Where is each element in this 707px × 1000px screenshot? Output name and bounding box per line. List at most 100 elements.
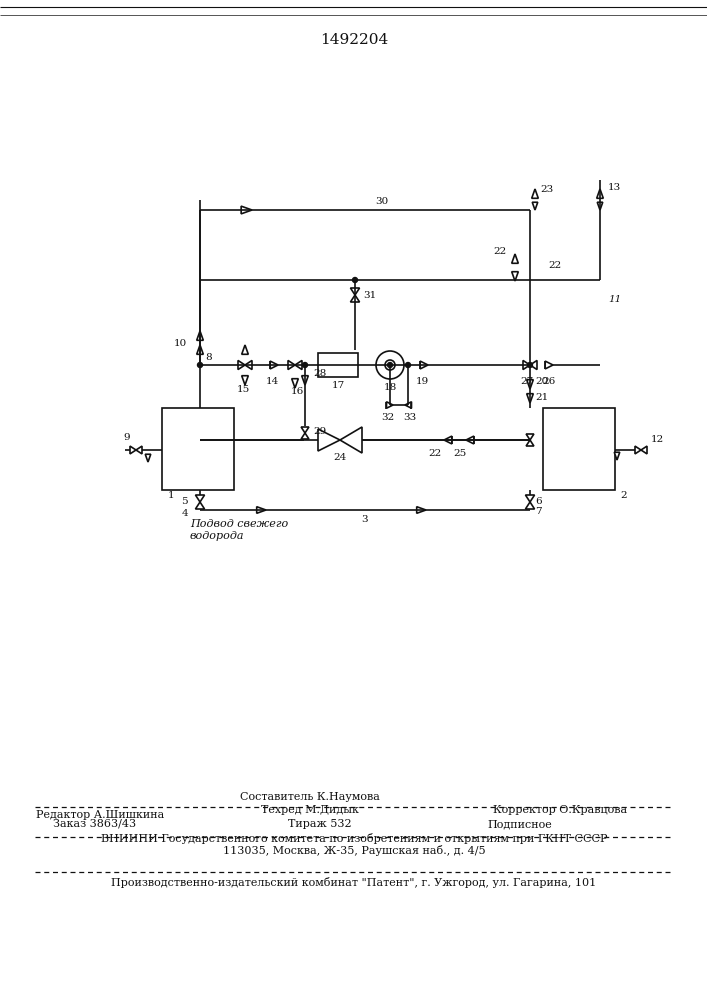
Text: 13: 13 (608, 184, 621, 192)
Polygon shape (257, 507, 266, 513)
Text: 18: 18 (383, 382, 397, 391)
Polygon shape (241, 206, 252, 214)
Polygon shape (351, 295, 360, 302)
Polygon shape (238, 360, 245, 370)
Polygon shape (197, 345, 204, 354)
Polygon shape (635, 446, 641, 454)
Polygon shape (288, 360, 295, 370)
Text: 32: 32 (381, 414, 395, 422)
Polygon shape (597, 202, 603, 210)
Text: водорода: водорода (190, 531, 245, 541)
Text: 20: 20 (535, 376, 548, 385)
Polygon shape (351, 288, 360, 295)
Polygon shape (195, 502, 204, 509)
Polygon shape (136, 446, 142, 454)
Polygon shape (318, 429, 340, 451)
Text: 22: 22 (428, 450, 442, 458)
Text: 16: 16 (291, 387, 303, 396)
Bar (543, 408, 615, 490)
Text: 7: 7 (535, 508, 542, 516)
Polygon shape (145, 454, 151, 462)
Polygon shape (530, 360, 537, 370)
Text: 11: 11 (608, 296, 621, 304)
Text: Техред М.Дидык: Техред М.Дидык (261, 805, 359, 815)
Circle shape (376, 351, 404, 379)
Polygon shape (292, 379, 298, 388)
Circle shape (353, 277, 358, 282)
Text: 15: 15 (236, 384, 250, 393)
Text: 24: 24 (334, 454, 346, 462)
Text: Составитель К.Наумова: Составитель К.Наумова (240, 792, 380, 802)
Text: 10: 10 (174, 338, 187, 348)
Text: 30: 30 (375, 198, 388, 207)
Polygon shape (523, 360, 530, 370)
Circle shape (406, 362, 411, 367)
Text: 9: 9 (124, 434, 130, 442)
Polygon shape (525, 495, 534, 502)
Text: ВНИИПИ Государственного комитета по изобретениям и открытиям при ГКНТ СССР: ВНИИПИ Государственного комитета по изоб… (101, 832, 607, 844)
Polygon shape (512, 254, 518, 263)
Text: 14: 14 (265, 376, 279, 385)
Text: Корректор О.Кравцова: Корректор О.Кравцова (493, 805, 627, 815)
Text: Подвод свежего: Подвод свежего (190, 519, 288, 529)
Text: Редактор А.Шишкина: Редактор А.Шишкина (36, 810, 164, 820)
Text: Производственно-издательский комбинат "Патент", г. Ужгород, ул. Гагарина, 101: Производственно-издательский комбинат "П… (112, 876, 597, 888)
Polygon shape (130, 446, 136, 454)
Polygon shape (525, 502, 534, 509)
Text: 2: 2 (620, 491, 626, 500)
Polygon shape (387, 402, 393, 408)
Text: 12: 12 (651, 436, 665, 444)
Text: 1: 1 (168, 491, 175, 500)
Polygon shape (444, 436, 452, 444)
Circle shape (385, 360, 395, 370)
Bar (162, 408, 234, 490)
Polygon shape (302, 376, 308, 385)
Text: Тираж 532: Тираж 532 (288, 819, 352, 829)
Polygon shape (641, 446, 647, 454)
Text: 113035, Москва, Ж-35, Раушская наб., д. 4/5: 113035, Москва, Ж-35, Раушская наб., д. … (223, 844, 485, 856)
Polygon shape (195, 495, 204, 502)
Polygon shape (405, 402, 411, 408)
Polygon shape (532, 189, 538, 198)
Polygon shape (526, 434, 534, 440)
Text: 27: 27 (520, 377, 534, 386)
Text: 17: 17 (332, 380, 344, 389)
Text: 28: 28 (313, 368, 326, 377)
Polygon shape (597, 189, 603, 198)
Circle shape (303, 362, 308, 367)
Polygon shape (301, 427, 309, 433)
Polygon shape (614, 452, 620, 460)
Text: 22: 22 (549, 260, 561, 269)
Polygon shape (242, 376, 248, 385)
Text: 29: 29 (313, 428, 326, 436)
Polygon shape (340, 427, 362, 453)
Text: 1492204: 1492204 (320, 33, 388, 47)
Polygon shape (245, 360, 252, 370)
Polygon shape (242, 345, 248, 354)
Polygon shape (420, 361, 428, 369)
Polygon shape (527, 394, 533, 403)
Text: 19: 19 (416, 376, 428, 385)
Text: 3: 3 (362, 516, 368, 524)
Text: 22: 22 (493, 247, 507, 256)
Text: Заказ 3863/43: Заказ 3863/43 (54, 819, 136, 829)
Text: 6: 6 (535, 497, 542, 506)
Circle shape (527, 362, 532, 367)
Polygon shape (270, 361, 278, 369)
Polygon shape (526, 440, 534, 446)
Polygon shape (512, 272, 518, 281)
Text: 23: 23 (540, 186, 554, 194)
Text: 33: 33 (404, 414, 416, 422)
Text: 26: 26 (542, 377, 556, 386)
Polygon shape (545, 361, 553, 369)
Polygon shape (301, 433, 309, 439)
Text: 4: 4 (182, 508, 188, 518)
Polygon shape (295, 360, 302, 370)
Circle shape (197, 362, 202, 367)
Polygon shape (416, 507, 426, 513)
Bar (318, 353, 358, 377)
Text: 8: 8 (205, 353, 211, 361)
Text: 21: 21 (535, 392, 548, 401)
Text: Подписное: Подписное (488, 819, 552, 829)
Polygon shape (197, 331, 204, 340)
